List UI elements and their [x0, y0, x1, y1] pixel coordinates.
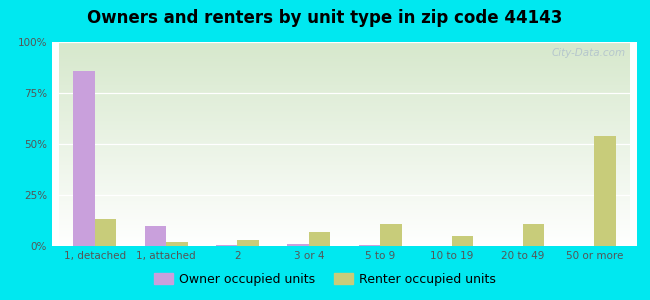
Bar — [380, 224, 402, 246]
Bar — [594, 136, 616, 246]
Bar — [452, 236, 473, 246]
Text: City-Data.com: City-Data.com — [551, 48, 625, 58]
Bar — [216, 245, 237, 246]
Bar — [309, 232, 330, 246]
Bar — [287, 244, 309, 246]
Bar — [73, 70, 95, 246]
Bar — [237, 240, 259, 246]
Bar — [95, 220, 116, 246]
Bar — [166, 242, 188, 246]
Bar — [359, 245, 380, 246]
Legend: Owner occupied units, Renter occupied units: Owner occupied units, Renter occupied un… — [149, 268, 501, 291]
Bar — [523, 224, 544, 246]
Text: Owners and renters by unit type in zip code 44143: Owners and renters by unit type in zip c… — [87, 9, 563, 27]
Bar — [145, 226, 166, 246]
